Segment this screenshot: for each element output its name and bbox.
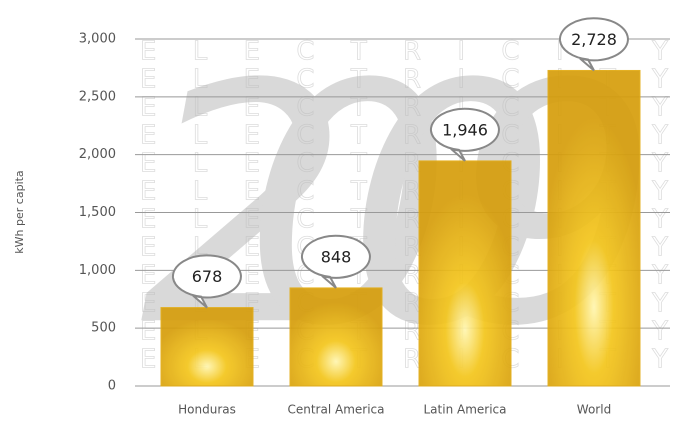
bar [418, 160, 512, 387]
x-tick-label: Latin America [424, 403, 507, 417]
y-tick-label: 1,000 [79, 263, 116, 278]
value-label: 678 [192, 267, 223, 286]
x-tick-label: Central America [287, 403, 384, 417]
bar [160, 307, 254, 387]
y-tick-label: 500 [91, 321, 116, 336]
y-tick-label: 2,000 [79, 147, 116, 162]
y-tick-label: 1,500 [79, 205, 116, 220]
value-label: 848 [321, 247, 352, 266]
value-label: 1,946 [442, 120, 488, 139]
callout [171, 254, 242, 309]
x-tick-label: World [577, 403, 611, 417]
callout [300, 234, 371, 289]
y-axis-label: kWh per capita [13, 170, 26, 253]
bar [289, 287, 383, 387]
value-label: 2,728 [571, 30, 617, 49]
bar [547, 69, 641, 387]
y-tick-label: 3,000 [79, 32, 116, 47]
y-tick-label: 0 [108, 379, 116, 394]
callout [558, 17, 629, 72]
callout [429, 107, 500, 162]
x-tick-label: Honduras [178, 403, 236, 417]
y-tick-label: 2,500 [79, 89, 116, 104]
